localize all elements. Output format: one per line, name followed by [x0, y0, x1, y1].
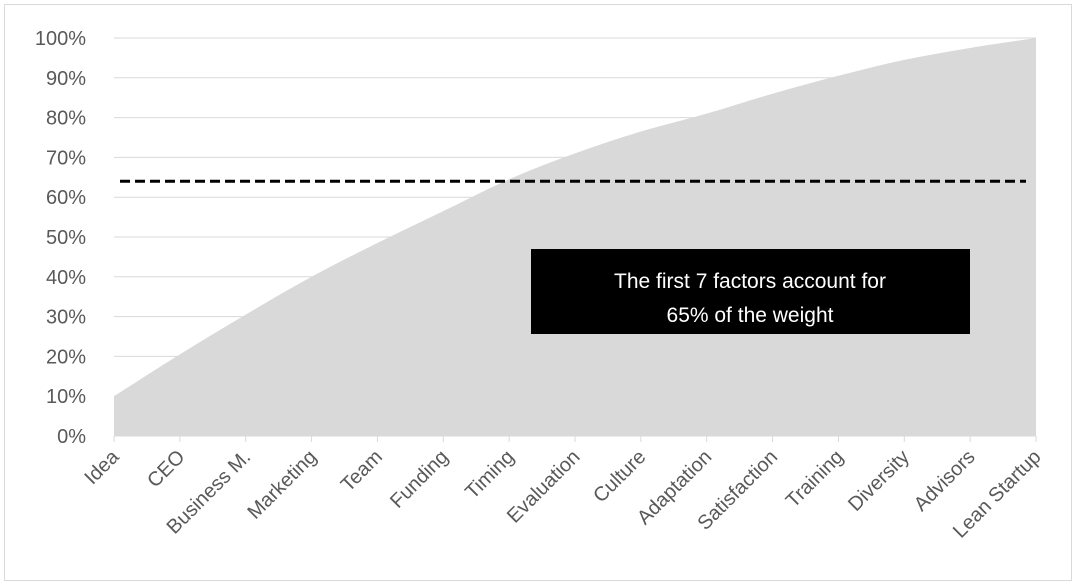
x-tick-label: Funding [386, 446, 453, 513]
x-tick-label: Idea [80, 445, 124, 489]
y-tick-label: 0% [57, 426, 86, 448]
y-tick-label: 60% [46, 187, 86, 209]
x-axis-ticks [113, 436, 1037, 442]
y-tick-label: 40% [46, 267, 86, 289]
x-tick-label: Diversity [844, 446, 914, 516]
y-tick-label: 50% [46, 227, 86, 249]
annotation-line-2: 65% of the weight [667, 304, 834, 327]
cumulative-area [114, 38, 1036, 436]
y-tick-label: 90% [46, 68, 86, 90]
y-tick-label: 70% [46, 147, 86, 169]
y-tick-label: 10% [46, 386, 86, 408]
y-tick-label: 30% [46, 307, 86, 329]
y-axis-labels: 0% 10% 20% 30% 40% 50% 60% 70% 80% 90% 100% [35, 28, 86, 448]
x-tick-label: Marketing [243, 446, 321, 524]
annotation-background [531, 249, 970, 334]
x-tick-label: Team [337, 446, 387, 496]
x-tick-label: Timing [461, 446, 518, 503]
annotation-line-1: The first 7 factors account for [614, 270, 886, 293]
y-tick-label: 100% [35, 28, 86, 50]
y-tick-label: 80% [46, 108, 86, 130]
y-tick-label: 20% [46, 346, 86, 368]
x-tick-label: Culture [589, 446, 650, 507]
x-tick-label: Advisors [910, 446, 980, 516]
x-tick-label: Training [782, 446, 848, 512]
annotation-box: The first 7 factors account for 65% of t… [531, 249, 970, 334]
x-tick-label: CEO [143, 446, 189, 492]
